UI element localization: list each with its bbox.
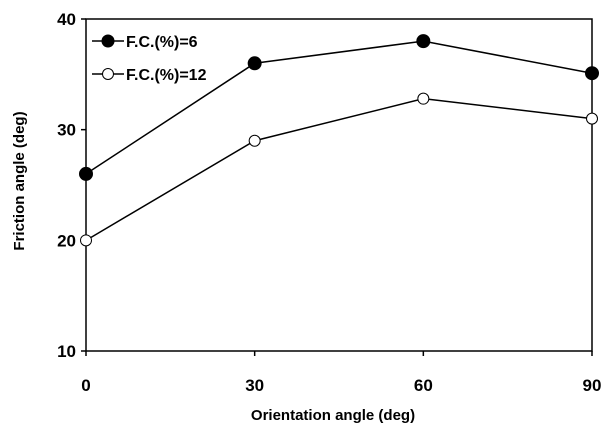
series-1 [79, 34, 599, 181]
legend-label: F.C.(%)=12 [126, 67, 207, 84]
x-axis-ticks: 0 30 60 90 [81, 351, 601, 395]
y-tick-label: 20 [57, 231, 76, 250]
data-point [417, 92, 430, 105]
data-point [416, 34, 431, 49]
series-2 [80, 92, 598, 247]
legend-item: F.C.(%)=6 [92, 34, 198, 51]
series-line [85, 97, 593, 241]
data-point [247, 56, 262, 71]
legend-marker [101, 34, 115, 48]
y-tick-label: 10 [57, 342, 76, 361]
x-tick-label: 90 [583, 376, 601, 395]
data-point [248, 134, 261, 147]
plot-area [85, 18, 593, 352]
y-tick-label: 30 [57, 121, 76, 140]
y-axis-ticks: 10 20 30 40 [57, 10, 86, 361]
data-point [80, 234, 92, 247]
y-tick-label: 40 [57, 10, 76, 29]
legend-marker [102, 68, 114, 80]
series-layer [79, 34, 599, 247]
y-axis-title: Friction angle (deg) [11, 111, 28, 250]
legend: F.C.(%)=6 F.C.(%)=12 [92, 34, 207, 84]
x-axis-title: Orientation angle (deg) [251, 407, 415, 424]
x-tick-label: 60 [414, 376, 433, 395]
x-tick-label: 0 [81, 376, 90, 395]
legend-item: F.C.(%)=12 [92, 67, 207, 84]
data-point [79, 166, 93, 181]
data-point [586, 112, 598, 125]
x-tick-label: 30 [245, 376, 264, 395]
legend-label: F.C.(%)=6 [126, 34, 198, 51]
series-line [85, 40, 593, 175]
data-point [585, 66, 599, 81]
